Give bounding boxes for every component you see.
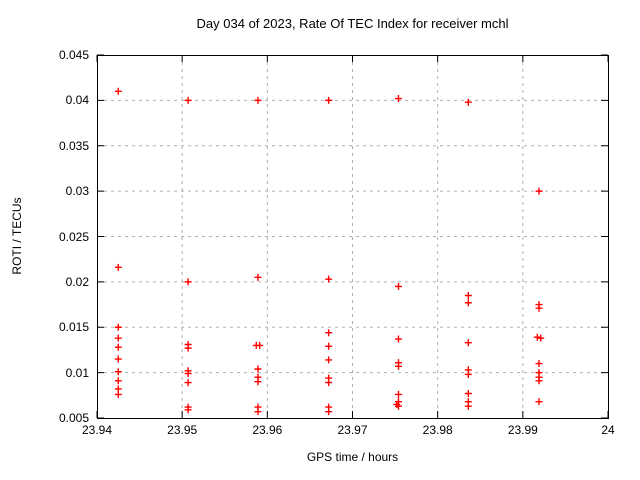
- data-point: [464, 291, 472, 299]
- data-point: [325, 96, 333, 104]
- data-point: [464, 98, 472, 106]
- data-point: [325, 342, 333, 350]
- data-point: [254, 96, 262, 104]
- x-tick-label: 23.95: [167, 423, 198, 437]
- y-tick-label: 0.005: [58, 411, 89, 425]
- x-tick-label: 24: [601, 423, 615, 437]
- chart-title: Day 034 of 2023, Rate Of TEC Index for r…: [196, 16, 509, 31]
- data-point: [464, 389, 472, 397]
- y-tick-label: 0.025: [58, 229, 89, 244]
- data-point: [325, 408, 333, 416]
- data-point: [533, 333, 541, 341]
- data-point: [535, 304, 543, 312]
- data-point: [394, 282, 402, 290]
- data-point: [114, 377, 122, 385]
- data-point: [325, 329, 333, 337]
- data-point: [464, 339, 472, 347]
- data-point: [325, 379, 333, 387]
- data-point: [254, 365, 262, 373]
- data-point: [394, 390, 402, 398]
- data-point: [114, 355, 122, 363]
- data-point: [184, 96, 192, 104]
- data-point: [254, 273, 262, 281]
- data-point: [184, 278, 192, 286]
- x-tick-label: 23.97: [337, 423, 368, 437]
- data-point: [535, 187, 543, 195]
- data-point: [114, 263, 122, 271]
- x-tick-label: 23.98: [422, 423, 453, 437]
- y-tick-label: 0.035: [58, 138, 89, 153]
- data-point: [394, 335, 402, 343]
- x-tick-label: 23.99: [507, 423, 538, 437]
- data-point: [114, 334, 122, 342]
- x-tick-label: 23.96: [252, 423, 283, 437]
- data-point: [184, 406, 192, 414]
- data-point: [464, 402, 472, 410]
- data-point: [394, 402, 402, 410]
- data-point: [537, 334, 545, 342]
- data-point: [114, 368, 122, 376]
- data-point: [325, 275, 333, 283]
- data-point: [114, 323, 122, 331]
- y-tick-label: 0.02: [65, 274, 89, 289]
- data-point: [254, 408, 262, 416]
- data-point: [535, 360, 543, 368]
- y-tick-label: 0.03: [65, 184, 89, 199]
- y-tick-label: 0.015: [58, 320, 89, 335]
- data-point: [114, 390, 122, 398]
- data-point: [394, 362, 402, 370]
- data-point: [535, 377, 543, 385]
- data-point: [464, 370, 472, 378]
- data-point: [114, 87, 122, 95]
- data-point: [184, 344, 192, 352]
- data-point: [184, 370, 192, 378]
- data-point: [114, 343, 122, 351]
- data-point: [394, 95, 402, 103]
- y-tick-label: 0.04: [65, 93, 89, 108]
- data-point: [464, 299, 472, 307]
- data-point: [325, 356, 333, 364]
- data-point: [535, 398, 543, 406]
- data-point: [184, 379, 192, 387]
- y-tick-label: 0.045: [58, 48, 89, 62]
- y-tick-label: 0.01: [65, 365, 89, 380]
- data-point: [256, 341, 264, 349]
- x-tick-label: 23.94: [81, 423, 113, 437]
- x-axis-label: GPS time / hours: [306, 450, 399, 464]
- data-point: [254, 378, 262, 386]
